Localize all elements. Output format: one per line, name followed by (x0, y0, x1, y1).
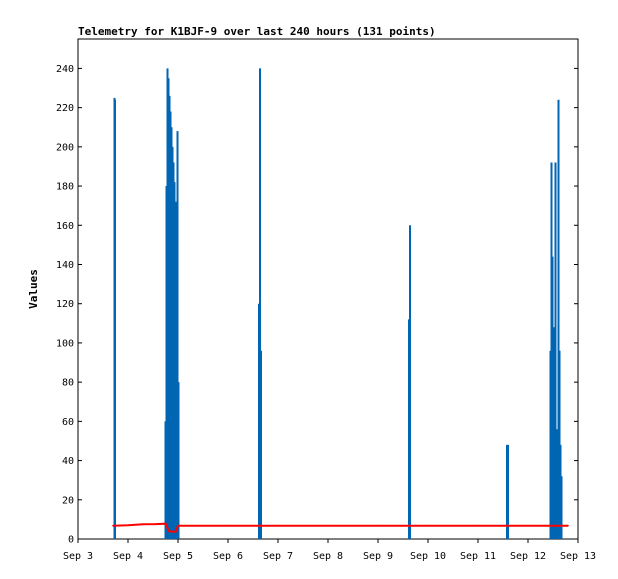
x-tick-label: Sep 10 (410, 551, 446, 562)
y-tick-label: 240 (56, 64, 74, 75)
y-tick-label: 0 (68, 535, 74, 546)
data-point (567, 524, 569, 527)
data-point (164, 522, 167, 525)
x-tick-label: Sep 3 (63, 551, 93, 562)
x-tick-label: Sep 13 (560, 551, 596, 562)
y-axis: 0 20 40 60 80 100 120 140 160 180 200 220 240 (56, 64, 578, 546)
y-tick-label: 200 (56, 142, 74, 153)
series-layer (112, 68, 569, 539)
x-tick-label: Sep 8 (313, 551, 343, 562)
x-axis: Sep 3 Sep 4 Sep 5 Sep 6 Sep 7 Sep 8 Sep 9 Sep 1… (63, 539, 596, 562)
data-point (527, 524, 529, 527)
x-tick-label: Sep 11 (460, 551, 496, 562)
data-point (377, 524, 379, 527)
x-tick-label: Sep 12 (510, 551, 546, 562)
x-tick-label: Sep 9 (363, 551, 393, 562)
y-tick-label: 120 (56, 299, 74, 310)
y-tick-label: 40 (62, 456, 74, 467)
data-point (427, 524, 429, 527)
data-point (227, 524, 229, 527)
y-tick-label: 180 (56, 182, 74, 193)
y-tick-label: 20 (62, 495, 74, 506)
data-point (177, 524, 179, 527)
data-point (277, 524, 279, 527)
x-tick-label: Sep 4 (113, 551, 143, 562)
data-point (154, 523, 157, 525)
chart-title: Telemetry for K1BJF-9 over last 240 hour… (78, 25, 436, 38)
data-point (477, 524, 479, 527)
x-tick-label: Sep 5 (163, 551, 193, 562)
data-point (174, 531, 177, 533)
data-point (142, 523, 144, 526)
x-tick-label: Sep 7 (263, 551, 293, 562)
data-point (327, 524, 329, 527)
data-point (127, 524, 129, 527)
series-1 (112, 522, 569, 533)
data-point (168, 530, 170, 532)
y-tick-label: 60 (62, 417, 74, 428)
y-tick-label: 220 (56, 103, 74, 114)
y-axis-label: Values (27, 269, 40, 309)
y-tick-label: 80 (62, 378, 74, 389)
data-point (112, 524, 114, 527)
series-0 (113, 68, 563, 539)
y-tick-label: 100 (56, 338, 74, 349)
y-tick-label: 140 (56, 260, 74, 271)
plot-area (77, 38, 579, 540)
data-line (112, 522, 568, 533)
y-tick-label: 160 (56, 221, 74, 232)
x-tick-label: Sep 6 (213, 551, 243, 562)
